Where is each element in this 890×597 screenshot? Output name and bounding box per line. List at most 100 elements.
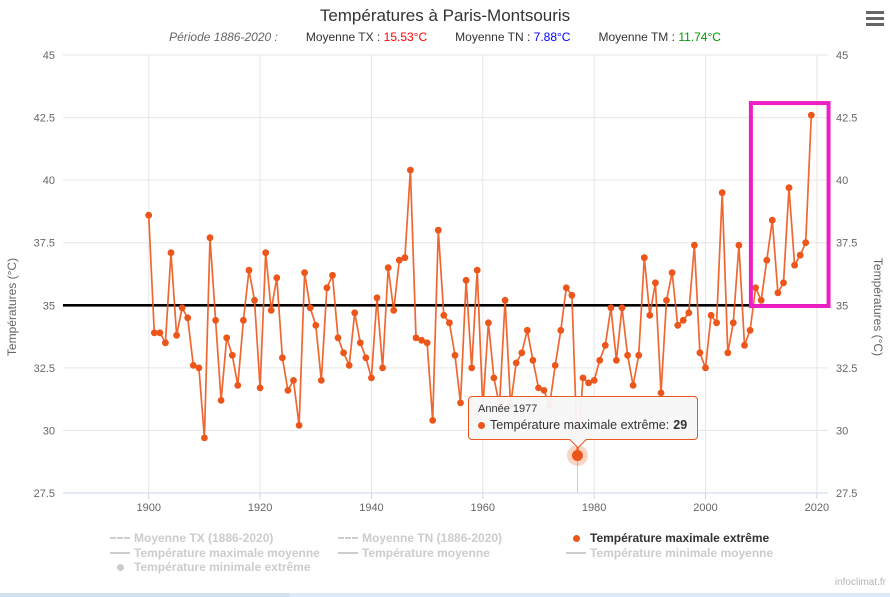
data-point[interactable]: [601, 341, 609, 349]
data-point[interactable]: [674, 321, 682, 329]
data-point[interactable]: [802, 239, 810, 247]
data-point[interactable]: [752, 284, 759, 292]
data-point[interactable]: [768, 216, 776, 224]
data-point[interactable]: [323, 284, 331, 292]
data-point[interactable]: [557, 326, 565, 334]
data-point[interactable]: [284, 387, 292, 394]
data-point[interactable]: [162, 339, 169, 347]
data-point[interactable]: [785, 184, 793, 192]
data-point[interactable]: [590, 377, 598, 384]
data-point[interactable]: [256, 384, 264, 392]
data-point[interactable]: [624, 351, 631, 359]
data-point-selected[interactable]: [571, 449, 583, 461]
data-point[interactable]: [635, 351, 643, 359]
data-point[interactable]: [240, 316, 247, 324]
data-point[interactable]: [228, 351, 236, 359]
data-point[interactable]: [223, 334, 231, 342]
data-point[interactable]: [362, 354, 370, 362]
data-point[interactable]: [796, 251, 804, 259]
data-point[interactable]: [780, 279, 787, 287]
data-point[interactable]: [273, 274, 281, 282]
data-point[interactable]: [540, 387, 548, 394]
data-point[interactable]: [201, 434, 208, 442]
data-point[interactable]: [568, 291, 576, 299]
data-point[interactable]: [184, 314, 192, 322]
data-point[interactable]: [401, 254, 409, 262]
data-point[interactable]: [295, 422, 303, 429]
data-point[interactable]: [807, 111, 815, 119]
data-point[interactable]: [741, 341, 748, 349]
data-point[interactable]: [685, 309, 693, 317]
data-point[interactable]: [607, 304, 615, 312]
data-point[interactable]: [379, 364, 386, 372]
data-point[interactable]: [457, 399, 464, 407]
data-point[interactable]: [518, 349, 526, 357]
data-point[interactable]: [791, 261, 798, 269]
data-point[interactable]: [290, 377, 297, 384]
data-point[interactable]: [440, 311, 448, 319]
data-point[interactable]: [646, 311, 654, 319]
legend-item-temp-moyenne[interactable]: Température moyenne: [336, 546, 502, 561]
data-point[interactable]: [668, 269, 676, 277]
data-point[interactable]: [167, 249, 175, 257]
data-point[interactable]: [585, 379, 592, 387]
data-point[interactable]: [657, 389, 665, 397]
data-point[interactable]: [395, 256, 403, 264]
data-point[interactable]: [679, 316, 687, 324]
data-point[interactable]: [746, 326, 754, 334]
data-point[interactable]: [757, 296, 765, 304]
data-point[interactable]: [501, 296, 509, 304]
data-point[interactable]: [245, 266, 253, 274]
data-point[interactable]: [356, 339, 364, 347]
data-point[interactable]: [251, 296, 258, 304]
data-point[interactable]: [691, 241, 698, 249]
data-point[interactable]: [195, 364, 203, 372]
data-point[interactable]: [468, 364, 476, 372]
data-point[interactable]: [312, 321, 320, 329]
data-point[interactable]: [189, 362, 197, 369]
legend-item-temp-min-extreme[interactable]: Température minimale extrême: [108, 560, 320, 575]
data-point[interactable]: [551, 362, 559, 369]
data-point[interactable]: [774, 289, 782, 297]
data-point[interactable]: [418, 336, 425, 344]
data-point[interactable]: [317, 377, 325, 384]
data-point[interactable]: [434, 226, 442, 234]
data-point[interactable]: [212, 316, 220, 324]
data-point[interactable]: [718, 189, 726, 197]
data-point[interactable]: [735, 241, 743, 249]
data-point[interactable]: [618, 304, 626, 312]
hamburger-menu-icon[interactable]: [862, 6, 888, 30]
data-point[interactable]: [535, 384, 542, 392]
data-point[interactable]: [713, 319, 720, 327]
data-point[interactable]: [150, 329, 158, 337]
data-point[interactable]: [490, 374, 498, 382]
data-point[interactable]: [340, 349, 347, 357]
data-point[interactable]: [696, 349, 704, 357]
data-point[interactable]: [702, 364, 709, 372]
data-point[interactable]: [412, 334, 420, 342]
data-point[interactable]: [729, 319, 737, 327]
data-point[interactable]: [217, 397, 225, 404]
legend-item-temp-max-extreme[interactable]: Température maximale extrême: [564, 531, 773, 546]
data-point[interactable]: [446, 319, 453, 327]
legend-item-moyenne-tx[interactable]: Moyenne TX (1886-2020): [108, 531, 320, 546]
data-point[interactable]: [384, 264, 392, 272]
data-point[interactable]: [613, 356, 620, 364]
data-point[interactable]: [368, 374, 375, 382]
data-point[interactable]: [663, 296, 670, 304]
data-point[interactable]: [652, 279, 659, 287]
data-point[interactable]: [173, 331, 181, 339]
data-point[interactable]: [345, 362, 353, 369]
data-point[interactable]: [512, 359, 520, 367]
data-point[interactable]: [763, 256, 771, 264]
data-point[interactable]: [178, 304, 186, 312]
data-point[interactable]: [262, 249, 270, 257]
data-point[interactable]: [351, 309, 359, 317]
data-point[interactable]: [301, 269, 308, 277]
legend-item-temp-min-moyenne[interactable]: Température minimale moyenne: [564, 546, 773, 561]
data-point[interactable]: [462, 276, 470, 284]
credit-link[interactable]: infoclimat.fr: [834, 577, 886, 588]
data-point[interactable]: [234, 382, 242, 389]
data-point[interactable]: [707, 311, 715, 319]
data-point[interactable]: [373, 294, 381, 302]
